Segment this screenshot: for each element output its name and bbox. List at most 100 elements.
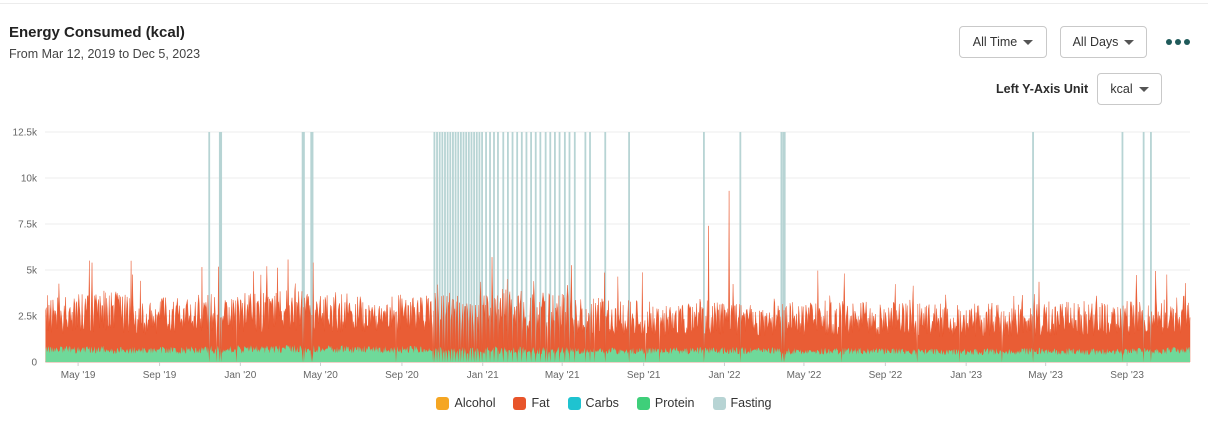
legend-swatch [567,396,581,410]
y-axis-unit-caption: Left Y-Axis Unit [996,82,1089,96]
fasting-bar [558,132,561,362]
fasting-bar [489,132,491,362]
fasting-bar [782,132,785,362]
fasting-bar [493,132,495,362]
fasting-bar [516,132,519,362]
fasting-bar [530,132,532,362]
fasting-bar [459,132,462,362]
x-tick-label: May '23 [1028,370,1063,381]
fasting-bar [467,132,470,362]
fasting-bar [444,132,446,362]
fasting-bar [441,132,444,362]
fasting-bar [539,132,542,362]
x-tick-label: May '21 [545,370,580,381]
legend-item-fat[interactable]: Fat [513,396,550,410]
fasting-bar [208,132,211,362]
y-axis-unit-dropdown[interactable]: kcal [1097,73,1162,105]
x-tick-label: Sep '19 [143,370,177,381]
fasting-bar [1121,132,1124,362]
axes: 0 2.5k 5k 7.5k 10k 12.5k May '19 Sep '19 Jan '20… [13,128,1145,382]
y-tick-label: 7.5k [18,220,38,231]
fasting-bar [604,132,607,362]
fasting-bar [481,132,483,362]
time-range-label: All Time [972,35,1018,49]
fasting-bar [525,132,528,362]
fasting-bar [573,132,576,362]
fasting-bar [311,132,314,362]
legend-label: Fat [531,396,550,410]
time-range-dropdown[interactable]: All Time [959,26,1047,58]
legend-item-carbs[interactable]: Carbs [567,396,619,410]
days-filter-dropdown[interactable]: All Days [1060,26,1147,58]
fasting-bar [462,132,465,362]
legend-swatch [513,396,527,410]
caret-down-icon [1138,86,1149,92]
y-tick-label: 12.5k [13,128,38,139]
fasting-bar [452,132,454,362]
x-tick-label: Sep '20 [385,370,419,381]
legend-label: Carbs [585,396,619,410]
fasting-bar [703,132,705,362]
fasting-bar [783,132,786,362]
x-tick-label: Sep '23 [1110,370,1144,381]
x-tick-label: May '19 [61,370,96,381]
fasting-bar [780,132,783,362]
fasting-bar [497,132,499,362]
x-tick-label: Jan '21 [467,370,499,381]
top-divider [0,3,1208,4]
energy-area-chart: 0 2.5k 5k 7.5k 10k 12.5k May '19 Sep '19 Jan '20… [13,128,1191,382]
fat-area [45,190,1191,363]
fasting-bar [628,132,630,362]
fasting-bar [563,132,566,362]
protein-series-area [45,344,1190,362]
days-filter-label: All Days [1072,35,1119,49]
fasting-bar [470,132,473,362]
fasting-bar [584,132,587,362]
legend-swatch [712,396,726,410]
x-tick-label: Jan '22 [708,370,740,381]
legend-label: Fasting [730,396,772,410]
legend-label: Protein [654,396,695,410]
y-axis-unit-value: kcal [1110,82,1133,96]
fasting-bar [446,132,449,362]
fasting-bar [534,132,537,362]
fasting-bar [475,132,478,362]
legend-item-fasting[interactable]: Fasting [712,396,772,410]
fasting-bar [218,132,221,362]
fasting-bar [485,132,487,362]
fasting-bar [520,132,523,362]
fasting-bar [473,132,476,362]
more-options-icon[interactable] [1166,35,1194,49]
fasting-bar [1032,132,1034,362]
y-tick-label: 10k [21,174,38,185]
legend-swatch [636,396,650,410]
fasting-bar [549,132,552,362]
fasting-bar [544,132,547,362]
fasting-bar [220,132,223,362]
legend-item-protein[interactable]: Protein [636,396,695,410]
x-tick-label: Sep '22 [869,370,903,381]
fasting-bar [739,132,742,362]
legend-swatch [436,396,450,410]
fasting-bar [303,132,305,362]
legend-item-alcohol[interactable]: Alcohol [436,396,495,410]
fasting-bar [511,132,514,362]
fasting-bar [1142,132,1145,362]
fasting-bar [433,132,436,362]
fasting-bar [301,132,304,362]
x-tick-label: Jan '23 [950,370,982,381]
fasting-bars [208,132,1152,362]
x-tick-label: Sep '21 [627,370,661,381]
fat-series-area [45,190,1191,363]
fasting-bar [507,132,509,362]
y-tick-label: 2.5k [18,312,38,323]
fasting-bar [502,132,505,362]
protein-area [45,344,1190,362]
fasting-bar [478,132,481,362]
fasting-bar [568,132,571,362]
chart-title: Energy Consumed (kcal) [9,24,185,41]
fasting-bar [465,132,468,362]
fasting-bar [310,132,313,362]
chart-legend: Alcohol Fat Carbs Protein Fasting [0,396,1208,410]
legend-label: Alcohol [454,396,496,410]
